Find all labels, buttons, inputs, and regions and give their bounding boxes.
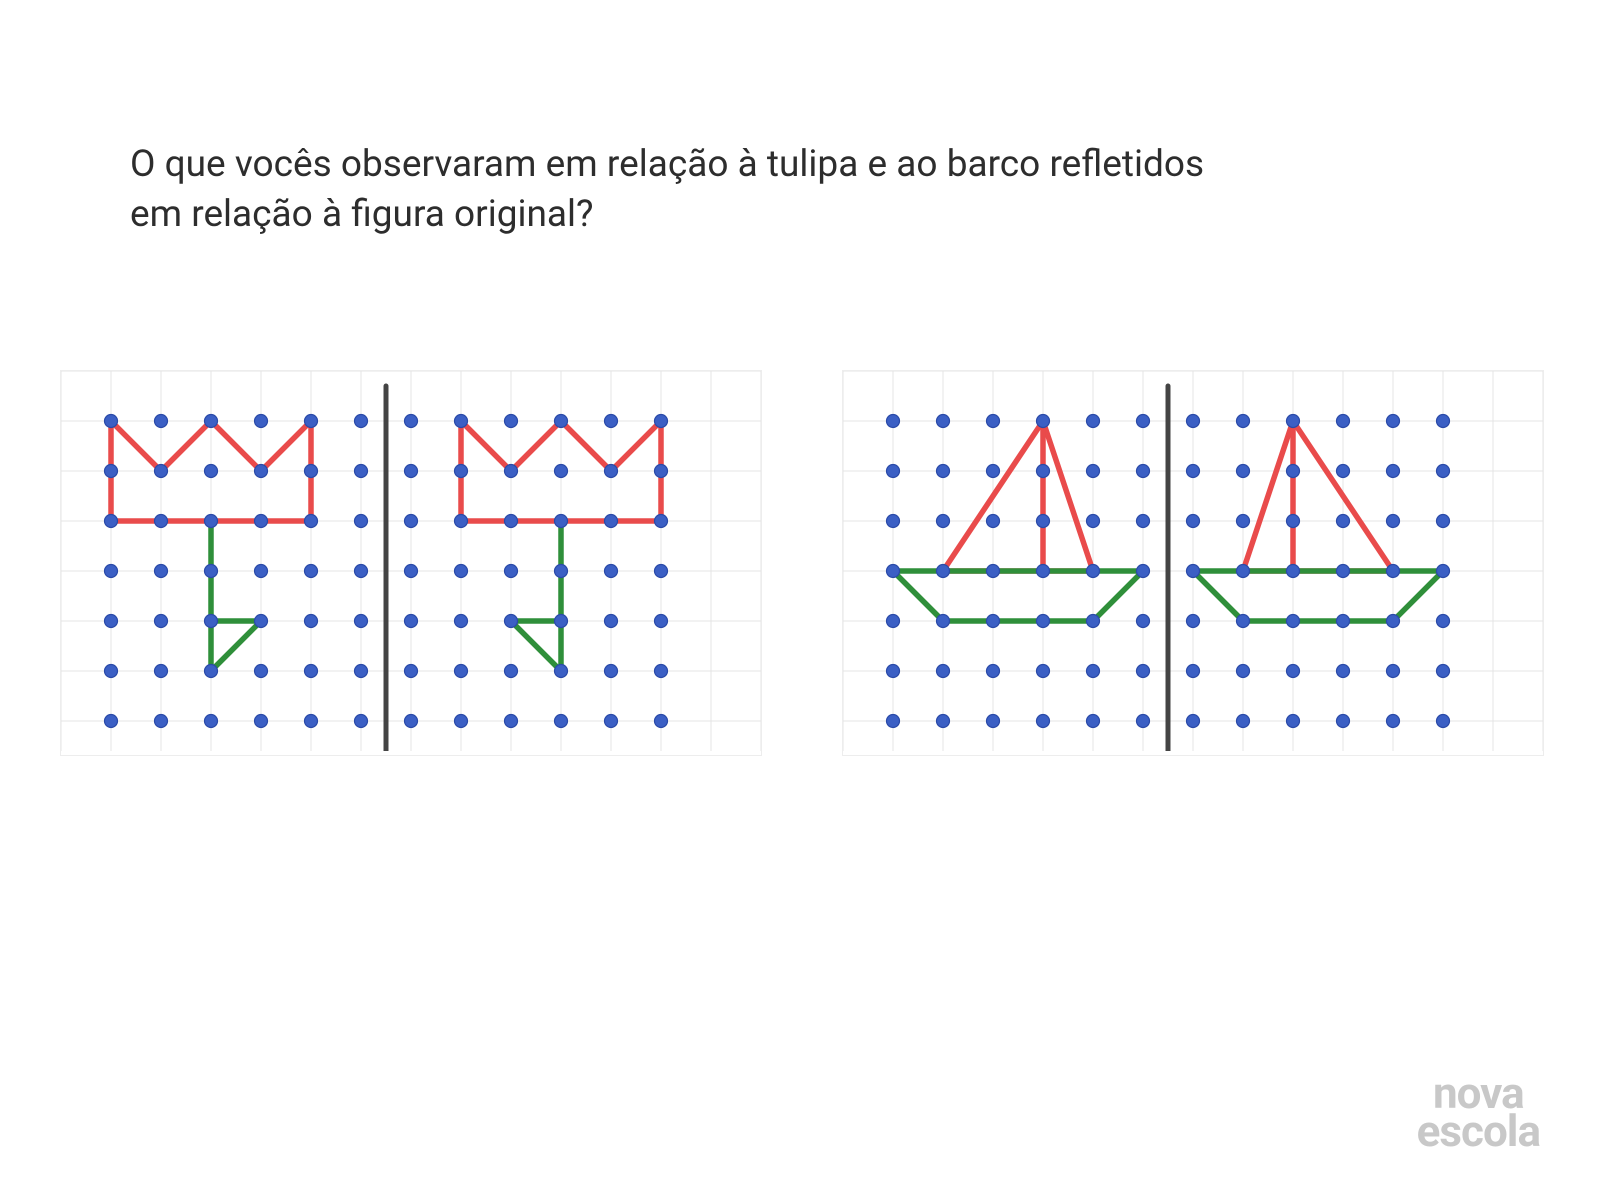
panel-boat: [842, 370, 1544, 756]
panels-container: [60, 370, 1544, 756]
panel-tulip: [60, 370, 762, 756]
question-text: O que vocês observaram em relação à tuli…: [130, 140, 1210, 240]
boat-geoboard: [843, 371, 1543, 751]
logo: nova escola: [1417, 1075, 1540, 1150]
logo-line2: escola: [1417, 1113, 1540, 1150]
tulip-geoboard: [61, 371, 761, 751]
